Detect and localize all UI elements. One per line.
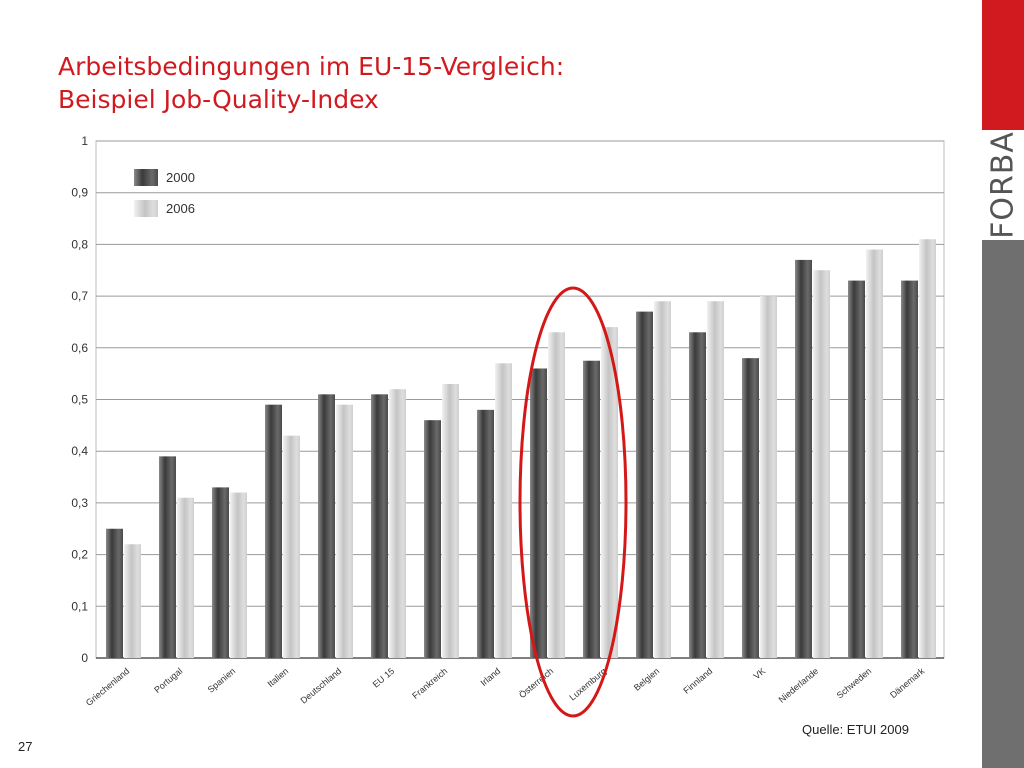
bar-2000: [106, 528, 123, 658]
bar-2000: [371, 394, 388, 658]
x-tick-label: Griechenland: [84, 666, 131, 708]
y-tick-label: 0,6: [71, 341, 88, 355]
y-tick-label: 1: [81, 134, 88, 148]
bar-2000: [159, 456, 176, 658]
bar-2006: [389, 389, 406, 658]
bar-2000: [901, 280, 918, 658]
bar-2006: [919, 239, 936, 659]
bar-2006: [760, 296, 777, 658]
bar-2000: [530, 368, 547, 658]
bar-2006: [601, 327, 618, 658]
sidebar-accent-block: [982, 0, 1024, 130]
x-tick-label: Finnland: [681, 666, 714, 696]
brand-sidebar: FORBA: [982, 0, 1024, 768]
x-tick-label: Spanien: [206, 666, 238, 695]
forba-logo: FORBA: [982, 130, 1024, 240]
page-number: 27: [18, 739, 33, 754]
x-tick-label: Belgien: [632, 666, 661, 693]
bar-2006: [654, 301, 671, 658]
x-tick-label: Deutschland: [299, 666, 344, 706]
bar-2000: [583, 360, 600, 658]
legend-swatch-2000: [134, 169, 158, 186]
bar-2006: [495, 363, 512, 658]
y-axis-tick-labels: 0 0,1 0,2 0,3 0,4 0,5 0,6 0,7 0,8 0,9 1: [71, 134, 88, 665]
y-tick-label: 0,7: [71, 289, 88, 303]
x-tick-label: Niederlande: [777, 666, 821, 705]
x-tick-label: Frankreich: [410, 666, 449, 701]
slide-title: Arbeitsbedingungen im EU-15-Vergleich: B…: [58, 50, 564, 116]
legend: 2000 2006: [134, 169, 195, 217]
y-tick-label: 0,8: [71, 237, 88, 251]
bar-2000: [265, 404, 282, 658]
bar-2006: [813, 270, 830, 658]
x-tick-label: Irland: [479, 666, 503, 688]
bar-2006: [442, 383, 459, 658]
highlight-annotation: [518, 286, 628, 718]
bars: [106, 239, 936, 659]
x-tick-label: Italien: [265, 666, 290, 689]
bar-2000: [848, 280, 865, 658]
bar-2000: [689, 332, 706, 658]
bar-2006: [866, 249, 883, 658]
source-note: Quelle: ETUI 2009: [802, 722, 909, 737]
bar-2000: [795, 259, 812, 658]
slide-title-line-2: Beispiel Job-Quality-Index: [58, 85, 379, 114]
bar-2006: [707, 301, 724, 658]
job-quality-bar-chart: 0 0,1 0,2 0,3 0,4 0,5 0,6 0,7 0,8 0,9 1 Griechenla…: [71, 134, 945, 718]
bar-2006: [124, 544, 141, 658]
forba-logo-text: FORBA: [985, 131, 1021, 239]
y-tick-label: 0,3: [71, 496, 88, 510]
slide-title-line-1: Arbeitsbedingungen im EU-15-Vergleich:: [58, 52, 565, 81]
y-tick-label: 0,4: [71, 444, 88, 458]
x-axis-category-labels: Griechenland Portugal Spanien Italien Deutsc…: [84, 666, 927, 708]
bar-2000: [212, 487, 229, 658]
y-tick-label: 0,2: [71, 548, 88, 562]
x-tick-label: EU 15: [371, 666, 397, 690]
bar-2006: [283, 435, 300, 658]
x-tick-label: Schweden: [835, 666, 874, 701]
bar-2006: [230, 492, 247, 658]
bar-2006: [336, 404, 353, 658]
x-tick-label: Portugal: [152, 666, 184, 695]
bar-2000: [318, 394, 335, 658]
bar-2000: [424, 420, 441, 658]
bar-2000: [636, 311, 653, 658]
legend-label-2000: 2000: [166, 170, 195, 185]
x-tick-label: VK: [752, 666, 768, 681]
y-tick-label: 0: [81, 651, 88, 665]
y-tick-label: 0,9: [71, 186, 88, 200]
legend-swatch-2006: [134, 200, 158, 217]
bar-2006: [548, 332, 565, 658]
bar-2006: [177, 497, 194, 658]
bar-2000: [742, 358, 759, 658]
y-tick-label: 0,1: [71, 599, 88, 613]
y-tick-label: 0,5: [71, 393, 88, 407]
highlight-ellipse: [518, 286, 628, 718]
legend-label-2006: 2006: [166, 201, 195, 216]
bar-2000: [477, 409, 494, 658]
x-tick-label: Dänemark: [888, 666, 927, 701]
